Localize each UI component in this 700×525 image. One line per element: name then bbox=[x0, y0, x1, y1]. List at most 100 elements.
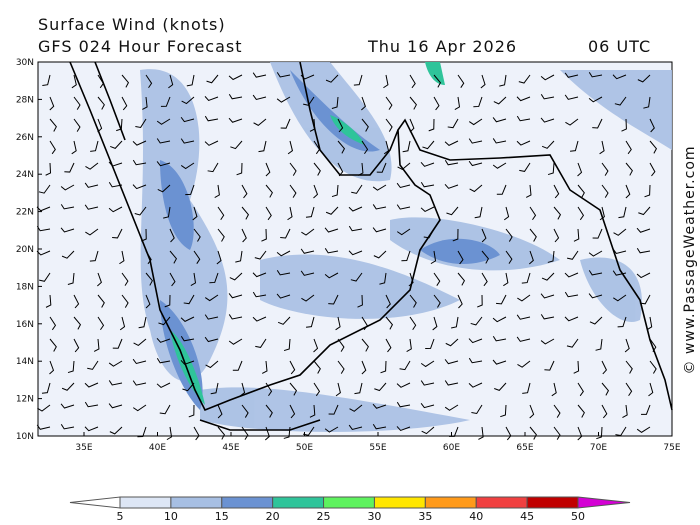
wind-barb bbox=[361, 360, 367, 375]
wind-barb bbox=[324, 272, 339, 279]
wind-barb bbox=[252, 272, 267, 278]
wind-barb bbox=[204, 294, 219, 302]
wind-barb bbox=[553, 404, 561, 418]
wind-barb bbox=[601, 162, 609, 176]
wind-barb bbox=[254, 250, 267, 260]
wind-barb bbox=[540, 314, 555, 320]
wind-barb bbox=[180, 138, 195, 144]
wind-barb bbox=[612, 74, 627, 80]
wind-barb bbox=[636, 227, 651, 233]
wind-barb bbox=[73, 96, 81, 110]
wind-barb bbox=[181, 96, 195, 105]
wind-barb bbox=[396, 228, 411, 236]
wind-barb bbox=[454, 96, 461, 111]
wind-barb bbox=[385, 294, 391, 309]
wind-barb bbox=[444, 183, 459, 189]
wind-barb bbox=[433, 74, 442, 88]
wind-barb bbox=[566, 338, 579, 348]
wind-barb bbox=[97, 118, 103, 133]
wind-barb bbox=[193, 228, 201, 242]
lat-label: 14N bbox=[16, 357, 34, 367]
wind-barb bbox=[553, 184, 560, 199]
wind-barb bbox=[577, 184, 585, 198]
wind-barb bbox=[396, 401, 411, 408]
wind-barb bbox=[121, 74, 130, 88]
credit: © www.PassageWeather.com bbox=[682, 145, 698, 374]
wind-barb bbox=[108, 182, 123, 188]
wind-barb bbox=[444, 159, 459, 166]
wind-barb bbox=[408, 272, 414, 287]
wind-barb bbox=[612, 270, 627, 276]
wind-barb bbox=[500, 404, 507, 418]
lat-label: 24N bbox=[16, 170, 34, 180]
wind-barb bbox=[156, 337, 171, 343]
wind-barb bbox=[280, 228, 291, 239]
wind-barb bbox=[204, 140, 219, 146]
wind-barb bbox=[451, 316, 459, 329]
axes: 30N 28N 26N 24N 22N 20N 18N 16N 14N 12N 10N 35E 40E 4… bbox=[16, 58, 681, 453]
wind-barb bbox=[625, 184, 631, 199]
colorbar-label: 15 bbox=[215, 510, 229, 523]
wind-barb bbox=[354, 382, 363, 395]
wind-barb bbox=[409, 294, 417, 308]
wind-barb bbox=[522, 382, 531, 394]
wind-barb bbox=[540, 293, 555, 299]
wind-barb bbox=[313, 382, 321, 397]
wind-barb bbox=[67, 272, 75, 285]
wind-barb bbox=[541, 140, 555, 149]
wind-barb bbox=[361, 96, 366, 111]
wind-barb bbox=[573, 360, 580, 374]
wind-barb bbox=[303, 96, 315, 106]
forecast-time: 06 UTC bbox=[588, 37, 651, 56]
wind-barb bbox=[503, 272, 509, 287]
wind-barb bbox=[474, 206, 483, 219]
wind-barb bbox=[156, 138, 171, 144]
wind-barb bbox=[448, 426, 459, 437]
wind-barb bbox=[494, 382, 507, 391]
wind-barb bbox=[348, 250, 363, 256]
wind-barb bbox=[567, 250, 579, 260]
wind-barb bbox=[396, 382, 411, 388]
wind-barb bbox=[60, 403, 75, 409]
wind-barb bbox=[135, 118, 147, 129]
wind-barb bbox=[433, 96, 440, 111]
wind-barb bbox=[252, 72, 267, 78]
wind-barb bbox=[325, 206, 339, 215]
wind-barb bbox=[372, 227, 387, 233]
wind-barb bbox=[432, 316, 438, 331]
wind-barb bbox=[84, 204, 99, 210]
wind-barb bbox=[638, 206, 651, 216]
wind-barb bbox=[217, 206, 225, 220]
wind-barb bbox=[621, 118, 627, 132]
wind-barb bbox=[447, 118, 459, 129]
wind-barb bbox=[613, 294, 627, 302]
wind-barb bbox=[157, 184, 171, 193]
wind-barb bbox=[577, 382, 584, 397]
wind-barb bbox=[305, 316, 315, 328]
colorbar-box bbox=[475, 496, 528, 509]
wind-barb bbox=[649, 162, 656, 177]
colorbar-box bbox=[424, 496, 477, 509]
wind-barb bbox=[646, 316, 653, 331]
wind-barb bbox=[261, 360, 268, 374]
wind-barb bbox=[468, 382, 483, 388]
subtitle: GFS 024 Hour Forecast bbox=[38, 37, 243, 56]
lat-label: 30N bbox=[16, 58, 34, 68]
wind-barb bbox=[499, 74, 507, 87]
wind-barb bbox=[265, 404, 273, 418]
wind-barb bbox=[516, 115, 531, 122]
wind-barb bbox=[337, 162, 344, 177]
wind-barb bbox=[357, 162, 364, 176]
wind-barb bbox=[421, 426, 435, 435]
wind-barb bbox=[193, 250, 201, 264]
wind-barb bbox=[595, 338, 603, 351]
wind-barb bbox=[228, 93, 243, 100]
wind-barb bbox=[236, 162, 243, 176]
lat-label: 20N bbox=[16, 245, 34, 255]
wind-barb bbox=[471, 404, 483, 415]
wind-barb bbox=[380, 360, 387, 374]
wind-barb bbox=[192, 206, 198, 221]
wind-barb bbox=[588, 72, 603, 78]
wind-barb bbox=[138, 316, 147, 329]
wind-barb bbox=[180, 116, 195, 123]
